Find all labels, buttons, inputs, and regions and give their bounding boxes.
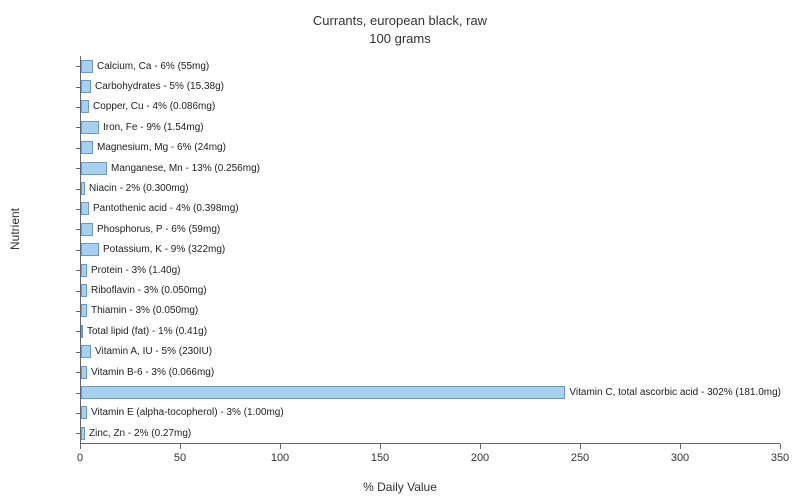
nutrient-bar bbox=[81, 141, 93, 154]
x-tick-mark bbox=[80, 444, 81, 449]
nutrient-bar bbox=[81, 406, 87, 419]
bar-row: Protein - 3% (1.40g) bbox=[81, 260, 781, 280]
nutrient-bar-label: Vitamin C, total ascorbic acid - 302% (1… bbox=[569, 387, 781, 398]
x-tick-mark bbox=[780, 444, 781, 449]
x-tick-mark bbox=[380, 444, 381, 449]
nutrient-bar-label: Zinc, Zn - 2% (0.27mg) bbox=[89, 428, 191, 439]
x-tick-label: 100 bbox=[271, 452, 289, 464]
nutrient-bar bbox=[81, 304, 87, 317]
nutrient-bar-label: Carbohydrates - 5% (15.38g) bbox=[95, 81, 224, 92]
bar-row: Copper, Cu - 4% (0.086mg) bbox=[81, 97, 781, 117]
nutrient-bar bbox=[81, 60, 93, 73]
bar-row: Phosphorus, P - 6% (59mg) bbox=[81, 219, 781, 239]
x-tick-label: 50 bbox=[174, 452, 186, 464]
nutrient-bar bbox=[81, 223, 93, 236]
y-tick-mark bbox=[76, 291, 81, 292]
nutrient-chart: Currants, european black, raw 100 grams … bbox=[0, 0, 800, 500]
bar-row: Vitamin E (alpha-tocopherol) - 3% (1.00m… bbox=[81, 403, 781, 423]
bar-row: Riboflavin - 3% (0.050mg) bbox=[81, 280, 781, 300]
y-tick-mark bbox=[76, 168, 81, 169]
y-tick-mark bbox=[76, 352, 81, 353]
bar-row: Iron, Fe - 9% (1.54mg) bbox=[81, 117, 781, 137]
x-tick-mark bbox=[280, 444, 281, 449]
x-tick-label: 350 bbox=[771, 452, 789, 464]
nutrient-bar-label: Pantothenic acid - 4% (0.398mg) bbox=[93, 203, 239, 214]
y-axis-label: Nutrient bbox=[8, 208, 22, 250]
nutrient-bar bbox=[81, 284, 87, 297]
nutrient-bar-label: Protein - 3% (1.40g) bbox=[91, 265, 181, 276]
nutrient-bar bbox=[81, 366, 87, 379]
nutrient-bar bbox=[81, 162, 107, 175]
bar-row: Potassium, K - 9% (322mg) bbox=[81, 240, 781, 260]
x-tick-label: 0 bbox=[77, 452, 83, 464]
x-tick-label: 150 bbox=[371, 452, 389, 464]
bar-row: Pantothenic acid - 4% (0.398mg) bbox=[81, 199, 781, 219]
y-tick-mark bbox=[76, 87, 81, 88]
y-tick-mark bbox=[76, 66, 81, 67]
y-tick-mark bbox=[76, 189, 81, 190]
bar-row: Vitamin B-6 - 3% (0.066mg) bbox=[81, 362, 781, 382]
nutrient-bar bbox=[81, 80, 91, 93]
x-tick-mark bbox=[680, 444, 681, 449]
plot-area: Calcium, Ca - 6% (55mg) Carbohydrates - 5… bbox=[80, 56, 780, 444]
x-tick-label: 200 bbox=[471, 452, 489, 464]
nutrient-bar bbox=[81, 386, 565, 399]
y-tick-mark bbox=[76, 127, 81, 128]
y-tick-mark bbox=[76, 433, 81, 434]
y-tick-mark bbox=[76, 331, 81, 332]
nutrient-bar bbox=[81, 427, 85, 440]
bar-row: Thiamin - 3% (0.050mg) bbox=[81, 301, 781, 321]
x-tick-mark bbox=[180, 444, 181, 449]
bar-row: Niacin - 2% (0.300mg) bbox=[81, 178, 781, 198]
x-axis-label: % Daily Value bbox=[0, 480, 800, 494]
nutrient-bar-label: Potassium, K - 9% (322mg) bbox=[103, 244, 225, 255]
bar-row: Vitamin A, IU - 5% (230IU) bbox=[81, 342, 781, 362]
nutrient-bar bbox=[81, 121, 99, 134]
nutrient-bar bbox=[81, 202, 89, 215]
nutrient-bar bbox=[81, 243, 99, 256]
y-tick-mark bbox=[76, 372, 81, 373]
nutrient-bar-label: Calcium, Ca - 6% (55mg) bbox=[97, 61, 209, 72]
x-tick-mark bbox=[480, 444, 481, 449]
bar-row: Zinc, Zn - 2% (0.27mg) bbox=[81, 423, 781, 443]
y-tick-mark bbox=[76, 107, 81, 108]
x-tick-label: 250 bbox=[571, 452, 589, 464]
bar-row: Total lipid (fat) - 1% (0.41g) bbox=[81, 321, 781, 341]
nutrient-bar-label: Vitamin A, IU - 5% (230IU) bbox=[95, 346, 212, 357]
bar-row: Carbohydrates - 5% (15.38g) bbox=[81, 76, 781, 96]
bar-row: Manganese, Mn - 13% (0.256mg) bbox=[81, 158, 781, 178]
nutrient-bar-label: Magnesium, Mg - 6% (24mg) bbox=[97, 142, 226, 153]
nutrient-bar-label: Manganese, Mn - 13% (0.256mg) bbox=[111, 163, 260, 174]
y-tick-mark bbox=[76, 311, 81, 312]
x-tick-label: 300 bbox=[671, 452, 689, 464]
bar-row: Magnesium, Mg - 6% (24mg) bbox=[81, 138, 781, 158]
chart-title: Currants, european black, raw 100 grams bbox=[0, 12, 800, 47]
y-tick-mark bbox=[76, 393, 81, 394]
nutrient-bar-label: Copper, Cu - 4% (0.086mg) bbox=[93, 101, 215, 112]
y-tick-mark bbox=[76, 229, 81, 230]
nutrient-bar-label: Riboflavin - 3% (0.050mg) bbox=[91, 285, 207, 296]
nutrient-bar-label: Iron, Fe - 9% (1.54mg) bbox=[103, 122, 204, 133]
y-tick-mark bbox=[76, 250, 81, 251]
chart-title-line1: Currants, european black, raw bbox=[313, 13, 487, 28]
nutrient-bar bbox=[81, 182, 85, 195]
x-tick-mark bbox=[580, 444, 581, 449]
nutrient-bar-label: Thiamin - 3% (0.050mg) bbox=[91, 305, 198, 316]
y-tick-mark bbox=[76, 209, 81, 210]
bar-row: Calcium, Ca - 6% (55mg) bbox=[81, 56, 781, 76]
y-tick-mark bbox=[76, 270, 81, 271]
nutrient-bar bbox=[81, 264, 87, 277]
bar-row: Vitamin C, total ascorbic acid - 302% (1… bbox=[81, 382, 781, 402]
y-tick-mark bbox=[76, 148, 81, 149]
nutrient-bar-label: Niacin - 2% (0.300mg) bbox=[89, 183, 188, 194]
nutrient-bar-label: Total lipid (fat) - 1% (0.41g) bbox=[87, 326, 207, 337]
nutrient-bar-label: Vitamin E (alpha-tocopherol) - 3% (1.00m… bbox=[91, 407, 284, 418]
nutrient-bar-label: Phosphorus, P - 6% (59mg) bbox=[97, 224, 220, 235]
nutrient-bar bbox=[81, 325, 83, 338]
chart-title-line2: 100 grams bbox=[369, 31, 430, 46]
nutrient-bar-label: Vitamin B-6 - 3% (0.066mg) bbox=[91, 367, 214, 378]
nutrient-bar bbox=[81, 100, 89, 113]
y-tick-mark bbox=[76, 413, 81, 414]
nutrient-bar bbox=[81, 345, 91, 358]
